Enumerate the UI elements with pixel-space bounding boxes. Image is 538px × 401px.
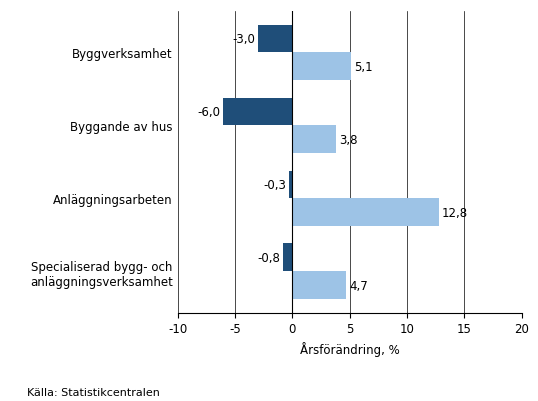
Text: -0,3: -0,3: [263, 178, 286, 191]
Text: -0,8: -0,8: [257, 251, 280, 264]
Bar: [292, 271, 346, 299]
Bar: [289, 171, 292, 199]
Text: 5,1: 5,1: [353, 61, 372, 74]
Text: 4,7: 4,7: [349, 279, 368, 292]
Text: 12,8: 12,8: [442, 206, 468, 219]
Bar: [223, 98, 292, 126]
X-axis label: Årsförändring, %: Årsförändring, %: [300, 341, 400, 356]
Bar: [283, 244, 292, 271]
Bar: [292, 53, 351, 81]
Bar: [258, 26, 292, 53]
Bar: [292, 126, 336, 154]
Bar: [292, 199, 439, 227]
Text: Källa: Statistikcentralen: Källa: Statistikcentralen: [27, 387, 160, 397]
Text: 3,8: 3,8: [339, 134, 357, 146]
Text: -6,0: -6,0: [197, 106, 221, 119]
Text: -3,0: -3,0: [232, 33, 255, 46]
